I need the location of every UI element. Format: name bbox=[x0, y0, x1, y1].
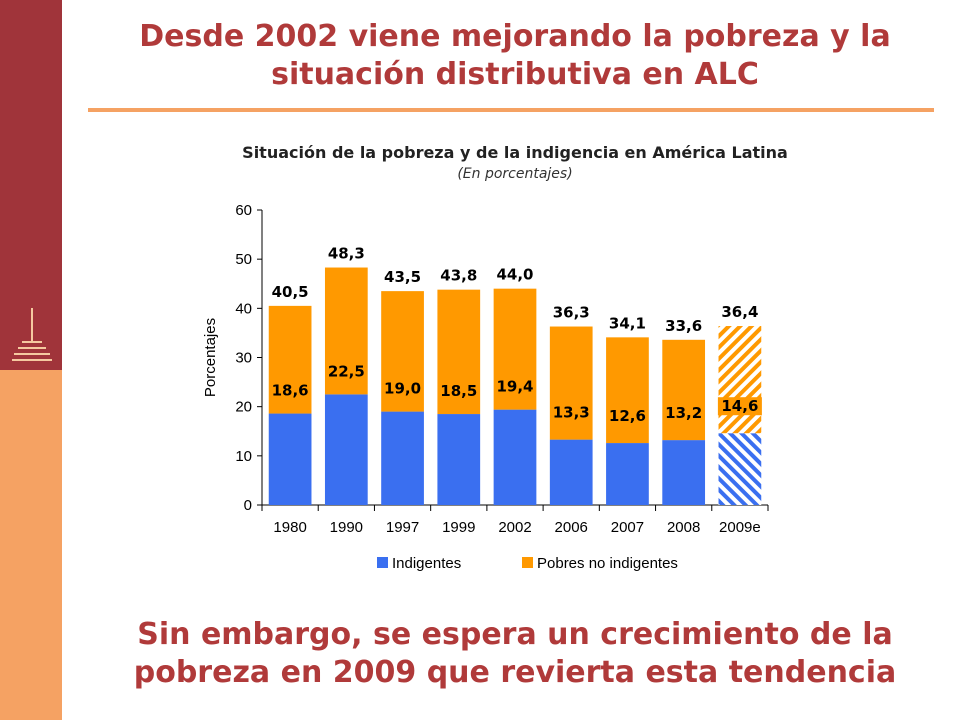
bar-pobres-no-indigentes bbox=[606, 337, 649, 444]
x-tick-label: 1990 bbox=[330, 519, 363, 536]
chart-subtitle: (En porcentajes) bbox=[457, 166, 573, 182]
x-tick-label: 2007 bbox=[611, 519, 644, 536]
x-tick-label: 1999 bbox=[442, 519, 475, 536]
indigentes-data-label: 13,2 bbox=[665, 404, 702, 422]
total-data-label: 43,5 bbox=[384, 268, 421, 286]
y-tick-label: 0 bbox=[244, 497, 252, 514]
x-tick-label: 1980 bbox=[273, 519, 306, 536]
bar-indigentes bbox=[662, 440, 706, 505]
bar-pobres-no-indigentes bbox=[437, 289, 481, 415]
bar-pobres-no-indigentes bbox=[493, 288, 537, 410]
x-tick-label: 1997 bbox=[386, 519, 419, 536]
legend-label-indigentes: Indigentes bbox=[392, 555, 461, 572]
bar-indigentes bbox=[324, 394, 368, 505]
data-label-background bbox=[717, 397, 762, 416]
bar-indigentes bbox=[437, 414, 481, 505]
title-divider bbox=[88, 108, 934, 112]
y-tick-label: 50 bbox=[235, 251, 252, 268]
indigentes-data-label: 19,4 bbox=[496, 378, 533, 396]
bar-pobres-no-indigentes bbox=[381, 291, 424, 412]
total-data-label: 48,3 bbox=[328, 245, 365, 263]
y-axis-label: Porcentajes bbox=[202, 318, 219, 397]
y-tick-label: 30 bbox=[235, 350, 252, 367]
bar-indigentes bbox=[606, 443, 649, 505]
indigentes-data-label: 18,5 bbox=[440, 382, 477, 400]
legend-swatch-pobres-no-indigentes bbox=[522, 557, 533, 568]
y-tick-label: 60 bbox=[235, 202, 252, 219]
indigentes-data-label: 22,5 bbox=[328, 362, 365, 380]
bar-indigentes bbox=[381, 411, 424, 505]
bar-indigentes bbox=[268, 413, 312, 505]
logo-icon bbox=[12, 308, 52, 361]
legend-swatch-indigentes bbox=[377, 557, 388, 568]
total-data-label: 44,0 bbox=[496, 266, 533, 284]
x-tick-label: 2009e bbox=[719, 519, 761, 536]
total-data-label: 36,3 bbox=[553, 304, 590, 322]
x-tick-label: 2002 bbox=[498, 519, 531, 536]
footer-message: Sin embargo, se espera un crecimiento de… bbox=[133, 617, 897, 690]
indigentes-data-label: 18,6 bbox=[272, 382, 309, 400]
total-data-label: 40,5 bbox=[272, 283, 309, 301]
chart-title: Situación de la pobreza y de la indigenc… bbox=[242, 143, 788, 162]
bar-pobres-no-indigentes bbox=[324, 267, 368, 395]
y-tick-label: 40 bbox=[235, 300, 252, 317]
y-tick-label: 20 bbox=[235, 399, 252, 416]
indigentes-data-label: 14,6 bbox=[721, 397, 758, 415]
total-data-label: 43,8 bbox=[440, 267, 477, 285]
total-data-label: 34,1 bbox=[609, 314, 646, 332]
side-band-light bbox=[0, 370, 62, 720]
total-data-label: 33,6 bbox=[665, 317, 702, 335]
legend-label-pobres-no-indigentes: Pobres no indigentes bbox=[537, 555, 678, 572]
x-tick-label: 2006 bbox=[555, 519, 588, 536]
slide-title: Desde 2002 viene mejorando la pobreza y … bbox=[139, 19, 891, 92]
bar-indigentes bbox=[493, 409, 537, 505]
indigentes-data-label: 13,3 bbox=[553, 404, 590, 422]
bar-indigentes bbox=[718, 433, 762, 505]
bar-indigentes bbox=[549, 439, 593, 505]
total-data-label: 36,4 bbox=[721, 303, 758, 321]
x-tick-label: 2008 bbox=[667, 519, 700, 536]
bar-pobres-no-indigentes bbox=[718, 326, 762, 434]
bar-pobres-no-indigentes bbox=[662, 339, 706, 441]
indigentes-data-label: 19,0 bbox=[384, 380, 421, 398]
indigentes-data-label: 12,6 bbox=[609, 407, 646, 425]
bar-pobres-no-indigentes bbox=[268, 305, 312, 414]
bar-pobres-no-indigentes bbox=[549, 326, 593, 440]
y-tick-label: 10 bbox=[235, 448, 252, 465]
